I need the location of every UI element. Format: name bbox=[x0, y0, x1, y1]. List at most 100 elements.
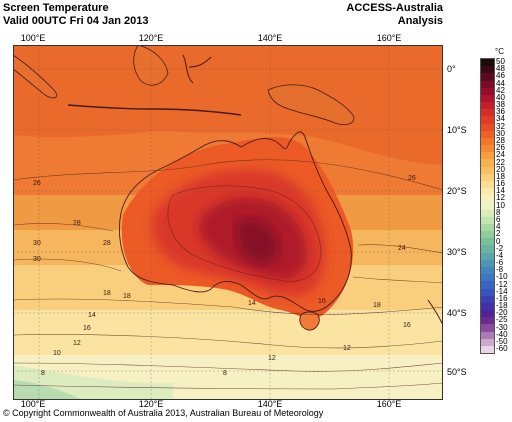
colorbar-unit: °C bbox=[495, 47, 504, 56]
colorbar-level-label: 24 bbox=[496, 150, 505, 160]
colorbar-swatch bbox=[481, 338, 494, 346]
isotherm-20 bbox=[13, 258, 443, 284]
contour-label: 14 bbox=[88, 312, 96, 319]
colorbar-level-label: -40 bbox=[496, 329, 508, 339]
contour-label: 30 bbox=[33, 256, 41, 263]
colorbar-level-label: 10 bbox=[496, 200, 505, 210]
contour-label: 28 bbox=[73, 220, 81, 227]
colorbar-level-label: 0 bbox=[496, 236, 501, 246]
colorbar-swatch bbox=[481, 317, 494, 325]
colorbar-swatch bbox=[481, 281, 494, 289]
colorbar-swatch bbox=[481, 295, 494, 303]
band-coldest-sw bbox=[13, 380, 83, 400]
lon-label-top-100e: 100°E bbox=[20, 33, 46, 43]
contour-label: 26 bbox=[408, 175, 416, 182]
colorbar-level-label: 4 bbox=[496, 222, 501, 232]
colorbar-level-label: 8 bbox=[496, 207, 501, 217]
colorbar-swatch bbox=[481, 116, 494, 124]
lon-label-bottom-140e: 140°E bbox=[257, 399, 283, 409]
colorbar-swatch bbox=[481, 345, 494, 354]
colorbar-level-label: 50 bbox=[496, 57, 505, 66]
colorbar-swatch bbox=[481, 188, 494, 196]
isotherm-24 bbox=[13, 223, 443, 254]
model-name: ACCESS-Australia bbox=[346, 2, 443, 14]
contour-label: 16 bbox=[318, 298, 326, 305]
java-sunda-chain bbox=[67, 104, 242, 116]
valid-time: Valid 00UTC Fri 04 Jan 2013 bbox=[3, 15, 149, 27]
isotherm-12 bbox=[13, 362, 443, 372]
new-zealand-edge bbox=[427, 299, 443, 326]
colorbar-swatch bbox=[481, 66, 494, 74]
isotherm-8 bbox=[13, 382, 443, 390]
colorbar-swatch bbox=[481, 94, 494, 103]
contour-label: 8 bbox=[41, 370, 45, 377]
colorbar-level-label: -25 bbox=[496, 315, 508, 325]
sumatra bbox=[13, 54, 58, 99]
colorbar-swatch bbox=[481, 252, 494, 260]
colorbar-swatch bbox=[481, 87, 494, 95]
colorbar-level-label: -8 bbox=[496, 265, 504, 275]
colorbar-level-label: -30 bbox=[496, 322, 508, 332]
map-title: Screen Temperature bbox=[3, 2, 109, 14]
warm-tropical-band bbox=[13, 45, 443, 165]
colorbar-swatch bbox=[481, 59, 494, 67]
lon-label-bottom-120e: 120°E bbox=[138, 399, 164, 409]
colorbar-swatch bbox=[481, 180, 494, 189]
lat-label-10s: 10°S bbox=[447, 125, 467, 135]
colorbar-swatch bbox=[481, 288, 494, 296]
contour-label: 12 bbox=[268, 355, 276, 362]
colorbar-swatch bbox=[481, 159, 494, 167]
copyright-footer: © Copyright Commonwealth of Australia 20… bbox=[3, 408, 324, 418]
australia-coastline bbox=[118, 131, 352, 312]
lat-label-50s: 50°S bbox=[447, 367, 467, 377]
graticule bbox=[13, 45, 443, 400]
colorbar-swatch bbox=[481, 259, 494, 267]
map-frame bbox=[13, 45, 443, 400]
contour-label: 10 bbox=[53, 350, 61, 357]
colorbar-level-label: 16 bbox=[496, 179, 505, 189]
isotherm-26 bbox=[13, 159, 443, 191]
colorbar-swatch bbox=[481, 137, 494, 146]
contour-label: 12 bbox=[343, 345, 351, 352]
contour-label: 26 bbox=[33, 180, 41, 187]
colorbar-level-label: -14 bbox=[496, 286, 508, 296]
colorbar-swatch bbox=[481, 266, 494, 275]
lat-label-0: 0° bbox=[447, 64, 456, 74]
colorbar-level-label: 6 bbox=[496, 214, 501, 224]
colorbar-level-label: -50 bbox=[496, 337, 508, 347]
colorbar-level-label: 42 bbox=[496, 85, 505, 95]
colorbar-level-label: 20 bbox=[496, 164, 505, 174]
lat-label-20s: 20°S bbox=[447, 186, 467, 196]
lat-label-30s: 30°S bbox=[447, 247, 467, 257]
contour-labels: 26 30 28 26 24 30 28 18 18 14 16 12 10 8… bbox=[33, 175, 416, 377]
colorbar-swatch bbox=[481, 231, 494, 239]
colorbar-level-label: -60 bbox=[496, 344, 508, 354]
colorbar-swatch bbox=[481, 331, 494, 339]
lon-label-bottom-100e: 100°E bbox=[20, 399, 46, 409]
isotherm-14 bbox=[13, 334, 443, 349]
colorbar-level-label: 48 bbox=[496, 64, 505, 74]
colorbar-swatch bbox=[481, 130, 494, 138]
colorbar-level-label: 28 bbox=[496, 135, 505, 145]
lat-label-40s: 40°S bbox=[447, 308, 467, 318]
colorbar-level-label: -20 bbox=[496, 308, 508, 318]
colorbar-level-label: -4 bbox=[496, 250, 504, 260]
contour-label: 18 bbox=[103, 290, 111, 297]
colorbar-swatch bbox=[481, 223, 494, 232]
contour-label: 28 bbox=[103, 240, 111, 247]
colorbar-level-label: 26 bbox=[496, 143, 505, 153]
colorbar bbox=[480, 58, 495, 355]
colorbar-swatch bbox=[481, 173, 494, 181]
lon-label-top-160e: 160°E bbox=[376, 33, 402, 43]
colorbar-level-label: -16 bbox=[496, 293, 508, 303]
colorbar-swatch bbox=[481, 202, 494, 210]
colorbar-level-label: 34 bbox=[496, 114, 505, 124]
band-12 bbox=[13, 310, 443, 355]
lon-label-bottom-160e: 160°E bbox=[376, 399, 402, 409]
isotherm-36-australia bbox=[167, 185, 322, 282]
contour-label: 30 bbox=[33, 240, 41, 247]
colorbar-level-label: -12 bbox=[496, 279, 508, 289]
temperature-map: 26 30 28 26 24 30 28 18 18 14 16 12 10 8… bbox=[13, 45, 443, 400]
colorbar-swatch bbox=[481, 145, 494, 153]
contour-label: 8 bbox=[223, 370, 227, 377]
